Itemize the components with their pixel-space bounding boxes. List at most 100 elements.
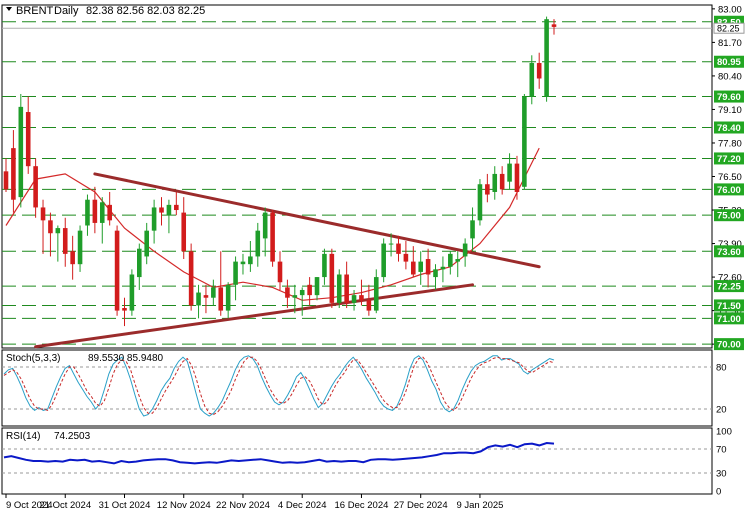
candle [181, 197, 187, 260]
indicator-tick-label: 80 [716, 363, 727, 374]
indicator-tick-label: 70 [716, 445, 727, 456]
candle [529, 55, 535, 105]
price-level-badge [714, 209, 744, 222]
price-level-badge [714, 121, 744, 134]
candle [396, 235, 401, 262]
candle [248, 240, 253, 272]
time-tick-label: 31 Oct 2024 [99, 500, 151, 511]
candle-body [129, 274, 135, 311]
ohlc-readout: 82.38 82.56 82.03 82.25 [86, 5, 205, 17]
candle [322, 248, 327, 285]
candle-body [25, 112, 31, 167]
candle-body [499, 173, 505, 190]
candle-body [99, 202, 105, 223]
price-level-badge [714, 280, 744, 293]
candle-body [225, 284, 231, 311]
candle [403, 240, 409, 270]
candle-body [344, 274, 349, 303]
candle-body [314, 277, 320, 296]
candle-body [492, 173, 498, 192]
trendlines [34, 172, 541, 349]
price-level-badge [714, 312, 744, 325]
current-price-label: 82.25 [717, 24, 740, 34]
candle-body [388, 243, 394, 245]
candle [448, 251, 453, 275]
candle [329, 248, 335, 309]
candle [544, 16, 549, 102]
candle-body [211, 287, 216, 298]
candle [336, 269, 342, 309]
candle-body [3, 171, 9, 190]
candle-body [40, 207, 46, 221]
price-level-label: 78.40 [717, 123, 741, 134]
candle [48, 212, 53, 257]
time-tick-label: 12 Nov 2024 [157, 500, 211, 511]
candle [159, 197, 164, 226]
candle [196, 284, 201, 319]
indicator-tick-label: 0 [716, 487, 721, 498]
time-tick-label: 27 Dec 2024 [394, 500, 448, 511]
indicator-tick-label: 100 [716, 427, 732, 438]
candle-body [381, 243, 386, 278]
price-level-label: 73.60 [717, 247, 741, 258]
candle-body [48, 220, 53, 234]
rsi-header: RSI(14) 74.2503 [6, 431, 91, 442]
candle [485, 173, 490, 203]
candle-body [448, 253, 453, 267]
rsi-readout: 74.2503 [54, 431, 91, 442]
candle-body [33, 166, 38, 208]
candle [477, 179, 483, 226]
time-tick-label: 9 Jan 2025 [456, 500, 503, 511]
candle-body [255, 230, 261, 257]
candle-body [137, 248, 142, 278]
candle [270, 210, 275, 267]
candle-body [411, 261, 416, 275]
candle [433, 264, 438, 290]
candle-body [248, 256, 253, 265]
candle-body [514, 163, 520, 192]
candle [351, 289, 357, 311]
candle-body [329, 253, 335, 303]
candle [292, 284, 298, 314]
rsi-pane-border [1, 427, 713, 495]
candle [381, 238, 386, 283]
price-level-label: 76.00 [717, 185, 741, 196]
candle-body [18, 106, 24, 198]
price-level-badge [714, 152, 744, 165]
candle-body [122, 308, 127, 311]
pane-borders [1, 4, 713, 495]
candle [344, 261, 349, 309]
price-level-label: 79.60 [717, 92, 741, 103]
candle-body [359, 295, 364, 301]
candle-body [507, 163, 512, 182]
candle-body [403, 253, 409, 262]
candle [314, 277, 320, 301]
price-level-label: 70.00 [717, 340, 741, 351]
price-tick-label: 83.00 [718, 4, 742, 15]
candle-body [196, 292, 201, 306]
time-tick-label: 21 Oct 2024 [39, 500, 91, 511]
current-price-badge [713, 22, 745, 34]
candle [174, 191, 179, 216]
rsi-pane: 100 70 30 0 [2, 427, 732, 498]
timeframe-label: Daily [54, 5, 79, 17]
indicator-tick-label: 20 [716, 405, 727, 416]
candle [55, 225, 61, 262]
candle [203, 284, 209, 314]
candle [277, 251, 283, 290]
candle [99, 197, 105, 244]
candle [151, 199, 157, 244]
indicator-series-line [3, 441, 555, 465]
indicator-series-line [3, 356, 555, 416]
candle-body [85, 199, 90, 226]
candle-body [322, 253, 327, 278]
candle-body [188, 251, 194, 306]
dropdown-triangle-icon[interactable] [6, 7, 12, 11]
time-tick-label: 9 Oct 2024 [6, 500, 52, 511]
candle [144, 222, 149, 265]
candle-body [351, 295, 357, 303]
price-tick-label: 76.50 [718, 172, 742, 183]
candle-body [551, 24, 557, 27]
stoch-title: Stoch(5,3,3) [6, 353, 60, 364]
